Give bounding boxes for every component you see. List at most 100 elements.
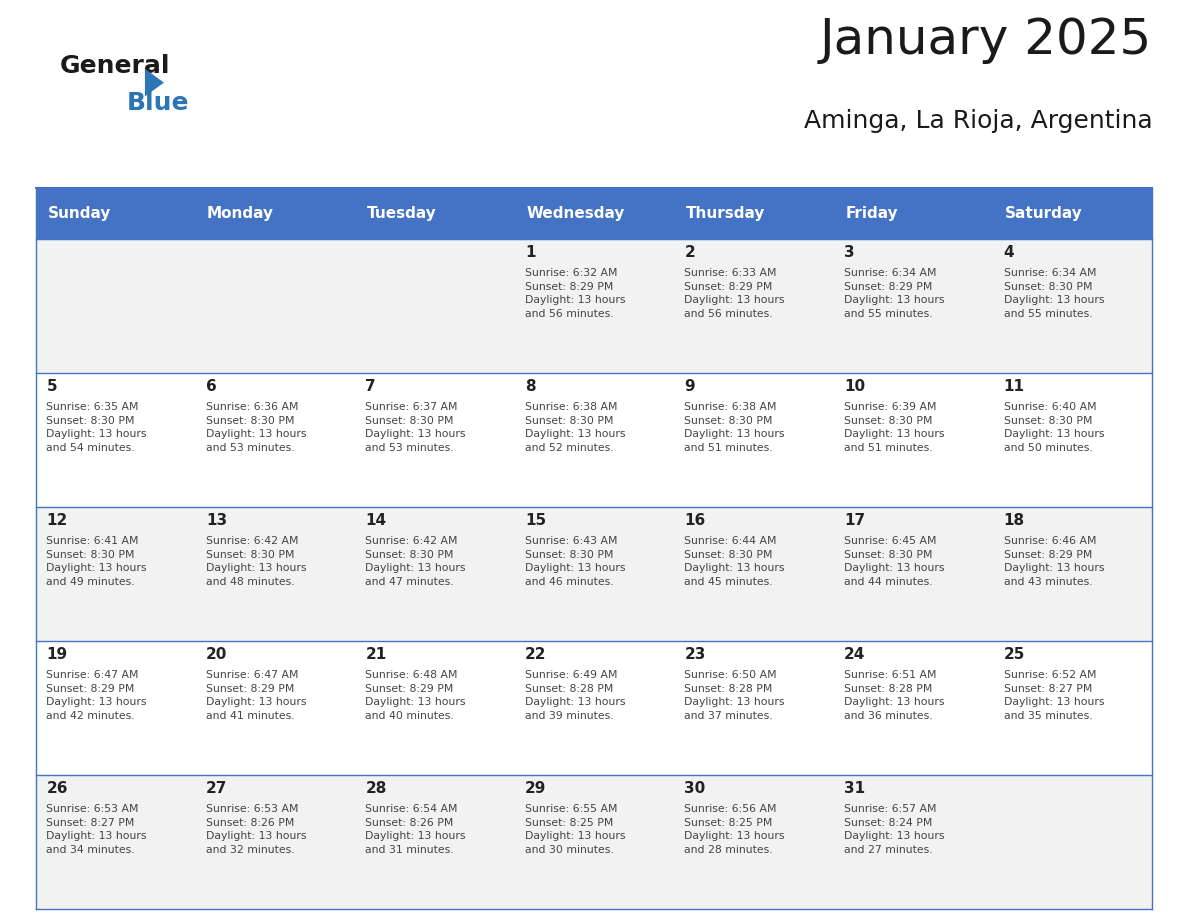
Text: 17: 17	[843, 513, 865, 528]
Bar	[355, 373, 514, 507]
Bar	[833, 775, 993, 909]
Text: Sunrise: 6:42 AM
Sunset: 8:30 PM
Daylight: 13 hours
and 47 minutes.: Sunrise: 6:42 AM Sunset: 8:30 PM Dayligh…	[366, 536, 466, 587]
Bar	[993, 507, 1152, 641]
Text: Sunrise: 6:53 AM
Sunset: 8:26 PM
Daylight: 13 hours
and 32 minutes.: Sunrise: 6:53 AM Sunset: 8:26 PM Dayligh…	[206, 804, 307, 855]
Text: Sunrise: 6:39 AM
Sunset: 8:30 PM
Daylight: 13 hours
and 51 minutes.: Sunrise: 6:39 AM Sunset: 8:30 PM Dayligh…	[843, 402, 944, 453]
Text: Sunrise: 6:47 AM
Sunset: 8:29 PM
Daylight: 13 hours
and 41 minutes.: Sunrise: 6:47 AM Sunset: 8:29 PM Dayligh…	[206, 670, 307, 721]
Text: 6: 6	[206, 379, 216, 394]
Text: 18: 18	[1004, 513, 1024, 528]
Bar	[195, 188, 355, 239]
Text: General: General	[59, 54, 170, 78]
Text: Aminga, La Rioja, Argentina: Aminga, La Rioja, Argentina	[804, 109, 1152, 133]
Bar	[833, 373, 993, 507]
Text: 21: 21	[366, 647, 386, 662]
Bar	[514, 239, 674, 373]
Text: 1: 1	[525, 245, 536, 260]
Text: 16: 16	[684, 513, 706, 528]
Text: 23: 23	[684, 647, 706, 662]
Bar	[514, 775, 674, 909]
Text: Blue: Blue	[127, 91, 190, 115]
Bar	[993, 188, 1152, 239]
Text: Sunrise: 6:35 AM
Sunset: 8:30 PM
Daylight: 13 hours
and 54 minutes.: Sunrise: 6:35 AM Sunset: 8:30 PM Dayligh…	[46, 402, 147, 453]
Text: Sunrise: 6:49 AM
Sunset: 8:28 PM
Daylight: 13 hours
and 39 minutes.: Sunrise: 6:49 AM Sunset: 8:28 PM Dayligh…	[525, 670, 625, 721]
Text: Sunrise: 6:34 AM
Sunset: 8:29 PM
Daylight: 13 hours
and 55 minutes.: Sunrise: 6:34 AM Sunset: 8:29 PM Dayligh…	[843, 268, 944, 319]
Text: Sunrise: 6:38 AM
Sunset: 8:30 PM
Daylight: 13 hours
and 52 minutes.: Sunrise: 6:38 AM Sunset: 8:30 PM Dayligh…	[525, 402, 625, 453]
Text: Sunrise: 6:33 AM
Sunset: 8:29 PM
Daylight: 13 hours
and 56 minutes.: Sunrise: 6:33 AM Sunset: 8:29 PM Dayligh…	[684, 268, 785, 319]
Bar	[355, 239, 514, 373]
Bar	[36, 239, 195, 373]
Text: 20: 20	[206, 647, 227, 662]
Bar	[993, 775, 1152, 909]
Text: Sunrise: 6:57 AM
Sunset: 8:24 PM
Daylight: 13 hours
and 27 minutes.: Sunrise: 6:57 AM Sunset: 8:24 PM Dayligh…	[843, 804, 944, 855]
Text: 31: 31	[843, 781, 865, 796]
Text: Sunrise: 6:54 AM
Sunset: 8:26 PM
Daylight: 13 hours
and 31 minutes.: Sunrise: 6:54 AM Sunset: 8:26 PM Dayligh…	[366, 804, 466, 855]
Text: 13: 13	[206, 513, 227, 528]
Bar	[195, 239, 355, 373]
Text: 30: 30	[684, 781, 706, 796]
Bar	[674, 507, 833, 641]
Text: Sunrise: 6:40 AM
Sunset: 8:30 PM
Daylight: 13 hours
and 50 minutes.: Sunrise: 6:40 AM Sunset: 8:30 PM Dayligh…	[1004, 402, 1104, 453]
Text: Wednesday: Wednesday	[526, 206, 625, 221]
Bar	[993, 239, 1152, 373]
Text: 5: 5	[46, 379, 57, 394]
Text: 4: 4	[1004, 245, 1015, 260]
Bar	[514, 188, 674, 239]
Bar	[514, 373, 674, 507]
Text: Monday: Monday	[207, 206, 274, 221]
Bar	[833, 239, 993, 373]
Text: Sunrise: 6:52 AM
Sunset: 8:27 PM
Daylight: 13 hours
and 35 minutes.: Sunrise: 6:52 AM Sunset: 8:27 PM Dayligh…	[1004, 670, 1104, 721]
Text: 2: 2	[684, 245, 695, 260]
Text: Sunrise: 6:53 AM
Sunset: 8:27 PM
Daylight: 13 hours
and 34 minutes.: Sunrise: 6:53 AM Sunset: 8:27 PM Dayligh…	[46, 804, 147, 855]
Bar	[993, 373, 1152, 507]
Bar	[195, 641, 355, 775]
Polygon shape	[145, 69, 164, 96]
Text: Sunrise: 6:34 AM
Sunset: 8:30 PM
Daylight: 13 hours
and 55 minutes.: Sunrise: 6:34 AM Sunset: 8:30 PM Dayligh…	[1004, 268, 1104, 319]
Text: Sunrise: 6:48 AM
Sunset: 8:29 PM
Daylight: 13 hours
and 40 minutes.: Sunrise: 6:48 AM Sunset: 8:29 PM Dayligh…	[366, 670, 466, 721]
Bar	[36, 641, 195, 775]
Text: Sunrise: 6:32 AM
Sunset: 8:29 PM
Daylight: 13 hours
and 56 minutes.: Sunrise: 6:32 AM Sunset: 8:29 PM Dayligh…	[525, 268, 625, 319]
Text: 7: 7	[366, 379, 377, 394]
Bar	[36, 373, 195, 507]
Text: Tuesday: Tuesday	[367, 206, 436, 221]
Bar	[833, 641, 993, 775]
Text: Sunrise: 6:38 AM
Sunset: 8:30 PM
Daylight: 13 hours
and 51 minutes.: Sunrise: 6:38 AM Sunset: 8:30 PM Dayligh…	[684, 402, 785, 453]
Bar	[674, 188, 833, 239]
Bar	[355, 641, 514, 775]
Text: Sunrise: 6:45 AM
Sunset: 8:30 PM
Daylight: 13 hours
and 44 minutes.: Sunrise: 6:45 AM Sunset: 8:30 PM Dayligh…	[843, 536, 944, 587]
Text: 11: 11	[1004, 379, 1024, 394]
Text: Sunrise: 6:37 AM
Sunset: 8:30 PM
Daylight: 13 hours
and 53 minutes.: Sunrise: 6:37 AM Sunset: 8:30 PM Dayligh…	[366, 402, 466, 453]
Text: 28: 28	[366, 781, 387, 796]
Text: 14: 14	[366, 513, 386, 528]
Text: 15: 15	[525, 513, 546, 528]
Bar	[36, 775, 195, 909]
Text: January 2025: January 2025	[820, 17, 1152, 64]
Bar	[833, 188, 993, 239]
Text: Sunrise: 6:56 AM
Sunset: 8:25 PM
Daylight: 13 hours
and 28 minutes.: Sunrise: 6:56 AM Sunset: 8:25 PM Dayligh…	[684, 804, 785, 855]
Text: Sunrise: 6:44 AM
Sunset: 8:30 PM
Daylight: 13 hours
and 45 minutes.: Sunrise: 6:44 AM Sunset: 8:30 PM Dayligh…	[684, 536, 785, 587]
Bar	[674, 775, 833, 909]
Text: 3: 3	[843, 245, 854, 260]
Text: Friday: Friday	[845, 206, 898, 221]
Text: 22: 22	[525, 647, 546, 662]
Bar	[674, 239, 833, 373]
Text: Sunrise: 6:51 AM
Sunset: 8:28 PM
Daylight: 13 hours
and 36 minutes.: Sunrise: 6:51 AM Sunset: 8:28 PM Dayligh…	[843, 670, 944, 721]
Text: Sunrise: 6:43 AM
Sunset: 8:30 PM
Daylight: 13 hours
and 46 minutes.: Sunrise: 6:43 AM Sunset: 8:30 PM Dayligh…	[525, 536, 625, 587]
Text: Sunrise: 6:55 AM
Sunset: 8:25 PM
Daylight: 13 hours
and 30 minutes.: Sunrise: 6:55 AM Sunset: 8:25 PM Dayligh…	[525, 804, 625, 855]
Bar	[355, 775, 514, 909]
Bar	[674, 641, 833, 775]
Text: 24: 24	[843, 647, 865, 662]
Bar	[195, 775, 355, 909]
Text: Sunrise: 6:46 AM
Sunset: 8:29 PM
Daylight: 13 hours
and 43 minutes.: Sunrise: 6:46 AM Sunset: 8:29 PM Dayligh…	[1004, 536, 1104, 587]
Text: 10: 10	[843, 379, 865, 394]
Bar	[833, 507, 993, 641]
Text: Saturday: Saturday	[1005, 206, 1082, 221]
Bar	[36, 188, 195, 239]
Text: 19: 19	[46, 647, 68, 662]
Bar	[36, 507, 195, 641]
Text: 26: 26	[46, 781, 68, 796]
Bar	[355, 507, 514, 641]
Bar	[514, 507, 674, 641]
Text: Sunrise: 6:42 AM
Sunset: 8:30 PM
Daylight: 13 hours
and 48 minutes.: Sunrise: 6:42 AM Sunset: 8:30 PM Dayligh…	[206, 536, 307, 587]
Bar	[514, 641, 674, 775]
Bar	[195, 507, 355, 641]
